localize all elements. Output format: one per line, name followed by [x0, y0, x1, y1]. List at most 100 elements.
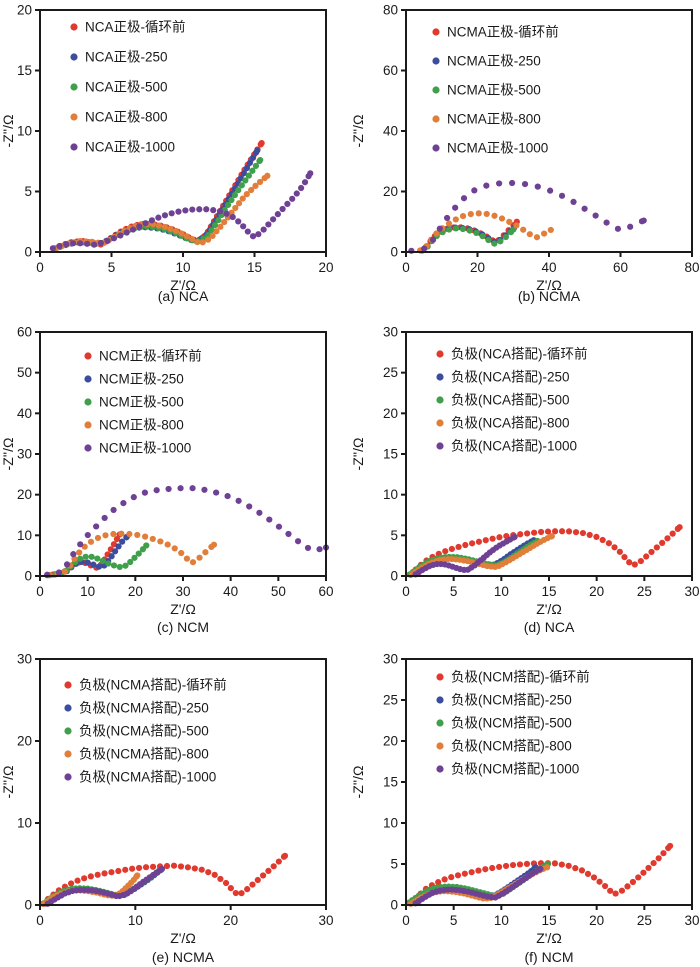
y-tick-label: 10: [383, 487, 398, 502]
x-tick-label: 10: [494, 913, 509, 928]
data-point: [650, 860, 657, 867]
data-point: [627, 223, 634, 230]
x-axis: 0 20 40 60 80: [402, 252, 700, 275]
data-point: [232, 204, 239, 212]
nyquist-plot-svg: 0 20 40 60 80 0 20 40 60 80 Z'/Ω -Z''/Ω (b) NCMA NCMA…: [350, 3, 700, 305]
data-point: [94, 534, 102, 542]
x-tick-label: 80: [684, 260, 699, 275]
data-point: [172, 227, 180, 235]
data-point: [635, 874, 642, 881]
nyquist-plot-svg: 0 5 10 15 20 25 30 0 5 10 15 20 25 30 Z'/Ω -Z''/Ω (d) NC…: [350, 325, 700, 636]
data-point: [213, 228, 220, 235]
data-point: [122, 562, 129, 569]
y-axis: 0 5 10 15 20: [17, 3, 40, 260]
data-point: [209, 232, 216, 239]
data-point: [565, 862, 572, 869]
panel-d-nca-anode: 0 5 10 15 20 25 30 0 5 10 15 20 25 30 Z'/Ω -Z''/Ω (d) NC…: [350, 306, 700, 637]
nyquist-plot-svg: 0 5 10 15 20 25 30 0 5 10 15 20 25 30 Z'/Ω -Z''/Ω (f) NC…: [350, 652, 700, 966]
y-axis-label: -Z''/Ω: [350, 438, 366, 471]
data-point: [123, 229, 130, 236]
data-point: [523, 860, 531, 867]
x-tick-label: 40: [223, 584, 238, 599]
y-tick-label: 40: [17, 406, 32, 421]
x-axis-label: Z'/Ω: [536, 930, 562, 946]
data-point: [513, 222, 520, 229]
data-point: [570, 198, 577, 206]
legend-marker: [84, 375, 92, 383]
data-point: [581, 205, 588, 212]
data-point: [249, 154, 257, 161]
data-point: [448, 545, 455, 553]
legend-marker: [70, 83, 78, 91]
legend-marker: [436, 673, 444, 681]
series-4: [44, 485, 330, 578]
data-point: [76, 555, 84, 562]
legend-marker: [70, 113, 78, 121]
x-tick-label: 30: [175, 584, 190, 599]
x-tick-label: 30: [684, 913, 699, 928]
legend-label: NCM正极-500: [99, 395, 184, 410]
data-point: [94, 555, 101, 562]
legend-marker: [436, 350, 444, 358]
legend-marker: [436, 419, 444, 427]
legend-label: 负极(NCMA搭配)-800: [79, 747, 209, 762]
legend-label: NCMA正极-800: [447, 112, 541, 127]
data-point: [224, 492, 231, 500]
data-point: [454, 872, 462, 879]
data-point: [256, 509, 263, 516]
data-point: [496, 534, 503, 541]
data-point: [115, 867, 122, 875]
data-point: [240, 170, 247, 177]
data-point: [471, 187, 478, 194]
data-point: [643, 553, 650, 560]
data-point: [572, 529, 580, 536]
data-point: [485, 236, 492, 244]
data-point: [254, 876, 261, 884]
data-point: [592, 212, 599, 219]
data-point: [508, 179, 516, 187]
data-point: [184, 864, 192, 871]
data-point: [199, 239, 206, 246]
x-tick-label: 10: [494, 584, 509, 599]
data-point: [129, 226, 137, 233]
data-point: [558, 861, 565, 868]
data-point: [489, 864, 496, 872]
series-0: [407, 524, 683, 578]
legend-label: 负极(NCMA搭配)-500: [79, 724, 209, 739]
data-point: [119, 538, 126, 545]
data-point: [624, 883, 631, 890]
data-point: [231, 192, 238, 199]
data-point: [293, 190, 300, 197]
data-point: [242, 177, 249, 184]
x-tick-label: 20: [470, 260, 485, 275]
data-point: [475, 538, 483, 545]
data-point: [601, 882, 609, 890]
data-point: [88, 553, 95, 560]
data-point: [551, 528, 559, 535]
y-tick-label: 0: [24, 898, 32, 913]
data-point: [266, 516, 273, 523]
data-point: [63, 561, 71, 568]
data-point: [104, 237, 111, 245]
y-axis: 0 5 10 15 20 25 30: [383, 325, 406, 584]
data-point: [248, 186, 255, 194]
data-point: [491, 212, 498, 219]
data-point: [101, 870, 108, 877]
legend-marker: [64, 773, 72, 781]
y-tick-label: 0: [390, 569, 398, 584]
data-point: [229, 213, 236, 221]
data-point: [520, 226, 527, 233]
data-point: [243, 164, 251, 172]
data-point: [459, 212, 467, 220]
data-point: [202, 549, 209, 556]
data-point: [178, 549, 185, 557]
data-point: [586, 531, 593, 539]
data-point: [216, 208, 224, 215]
data-point: [221, 219, 228, 226]
legend-label: 负极(NCM搭配)-循环前: [451, 669, 590, 685]
x-tick-label: 20: [589, 913, 604, 928]
data-point: [161, 223, 168, 231]
data-point: [127, 558, 134, 566]
data-point: [460, 195, 468, 202]
